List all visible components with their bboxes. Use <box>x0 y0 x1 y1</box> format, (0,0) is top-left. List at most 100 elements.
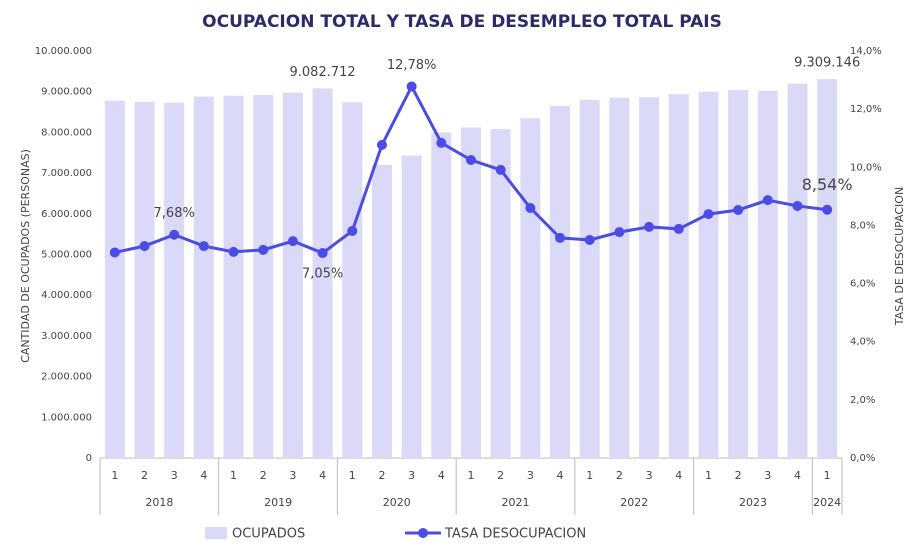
x-tick-label: 4 <box>557 469 564 482</box>
bar <box>609 97 630 459</box>
bar <box>579 99 600 458</box>
x-tick-label: 3 <box>289 469 296 482</box>
line-marker <box>466 155 476 166</box>
legend-label: OCUPADOS <box>232 527 305 542</box>
group-label: 2023 <box>739 496 767 509</box>
y2-tick-label: 14,0% <box>850 46 882 57</box>
bar <box>787 83 808 458</box>
x-tick-label: 2 <box>616 469 623 482</box>
y2-tick-label: 12,0% <box>850 104 882 115</box>
line-marker <box>347 225 358 236</box>
bar <box>342 102 363 459</box>
bar <box>490 129 511 459</box>
line-marker <box>287 236 298 247</box>
line-marker <box>525 202 536 213</box>
bar <box>282 92 303 458</box>
bar <box>134 101 155 458</box>
x-tick-label: 4 <box>438 469 445 482</box>
x-tick-label: 1 <box>705 469 712 482</box>
x-tick-label: 2 <box>735 469 742 482</box>
line-marker <box>673 223 684 234</box>
group-label: 2019 <box>264 496 292 509</box>
bar <box>639 97 660 458</box>
x-tick-label: 3 <box>764 469 771 482</box>
y-tick-label: 8.000.000 <box>41 127 92 138</box>
y-tick-label: 6.000.000 <box>41 209 92 220</box>
x-tick-label: 3 <box>408 469 415 482</box>
x-tick-label: 2 <box>260 469 267 482</box>
line-marker <box>762 195 773 206</box>
x-tick-label: 4 <box>200 469 207 482</box>
y2-tick-label: 4,0% <box>850 337 875 348</box>
bar <box>253 94 274 459</box>
bar <box>461 127 481 459</box>
line-marker <box>406 81 417 92</box>
x-tick-label: 1 <box>230 469 237 482</box>
y2-tick-label: 0,0% <box>850 453 875 464</box>
group-label: 2024 <box>813 496 841 509</box>
bar <box>371 164 392 458</box>
bar-value-label: 9.082.712 <box>290 65 356 80</box>
x-tick-label: 3 <box>171 469 178 482</box>
x-tick-label: 4 <box>319 469 326 482</box>
line-marker <box>198 241 209 252</box>
x-tick-label: 3 <box>646 469 653 482</box>
y2-tick-label: 6,0% <box>850 279 875 290</box>
bar <box>520 118 541 458</box>
y-tick-label: 7.000.000 <box>41 168 92 179</box>
line-marker <box>109 247 120 258</box>
bar <box>817 79 838 458</box>
x-tick-label: 1 <box>824 469 831 482</box>
y-tick-label: 5.000.000 <box>41 250 92 261</box>
line-marker <box>792 200 803 211</box>
group-label: 2018 <box>145 496 173 509</box>
y-tick-label: 10.000.000 <box>35 46 92 57</box>
bar <box>312 88 333 458</box>
line-marker <box>822 204 833 215</box>
bar <box>401 155 422 458</box>
line-marker <box>584 234 595 245</box>
y-tick-label: 4.000.000 <box>41 290 92 301</box>
y2-tick-label: 2,0% <box>850 395 875 406</box>
y-tick-label: 3.000.000 <box>41 331 92 342</box>
bar <box>698 91 719 458</box>
line-marker <box>436 137 447 148</box>
line-marker <box>139 241 150 252</box>
x-tick-label: 1 <box>586 469 593 482</box>
line-value-label: 8,54% <box>802 175 853 194</box>
line-marker <box>169 229 180 240</box>
x-tick-label: 1 <box>349 469 356 482</box>
x-tick-label: 4 <box>675 469 682 482</box>
x-tick-label: 2 <box>141 469 148 482</box>
legend-swatch-marker <box>418 528 428 538</box>
chart-title: OCUPACION TOTAL Y TASA DE DESEMPLEO TOTA… <box>202 12 722 32</box>
bar <box>223 95 244 459</box>
bar <box>104 100 125 459</box>
bar <box>668 94 689 458</box>
bar <box>757 90 778 459</box>
x-tick-label: 2 <box>378 469 385 482</box>
group-label: 2020 <box>383 496 411 509</box>
line-value-label: 7,05% <box>302 267 343 282</box>
y-tick-label: 0 <box>86 453 92 464</box>
line-marker <box>495 164 506 175</box>
y2-tick-label: 10,0% <box>850 162 882 173</box>
group-label: 2022 <box>620 496 648 509</box>
y-axis-title: CANTIDAD DE OCUPADOS (PERSONAS) <box>19 149 32 363</box>
group-label: 2021 <box>502 496 530 509</box>
line-marker <box>317 248 328 259</box>
legend-swatch <box>205 527 227 539</box>
x-tick-label: 2 <box>497 469 504 482</box>
line-value-label: 12,78% <box>387 58 437 73</box>
y2-tick-label: 8,0% <box>850 220 875 231</box>
line-value-label: 7,68% <box>154 206 195 221</box>
bar <box>431 132 452 458</box>
y-tick-label: 2.000.000 <box>41 372 92 383</box>
line-marker <box>614 227 625 238</box>
legend-label: TASA DESOCUPACION <box>444 527 586 542</box>
line-marker <box>258 244 269 255</box>
x-tick-label: 1 <box>468 469 475 482</box>
bar-value-label: 9.309.146 <box>794 56 860 71</box>
